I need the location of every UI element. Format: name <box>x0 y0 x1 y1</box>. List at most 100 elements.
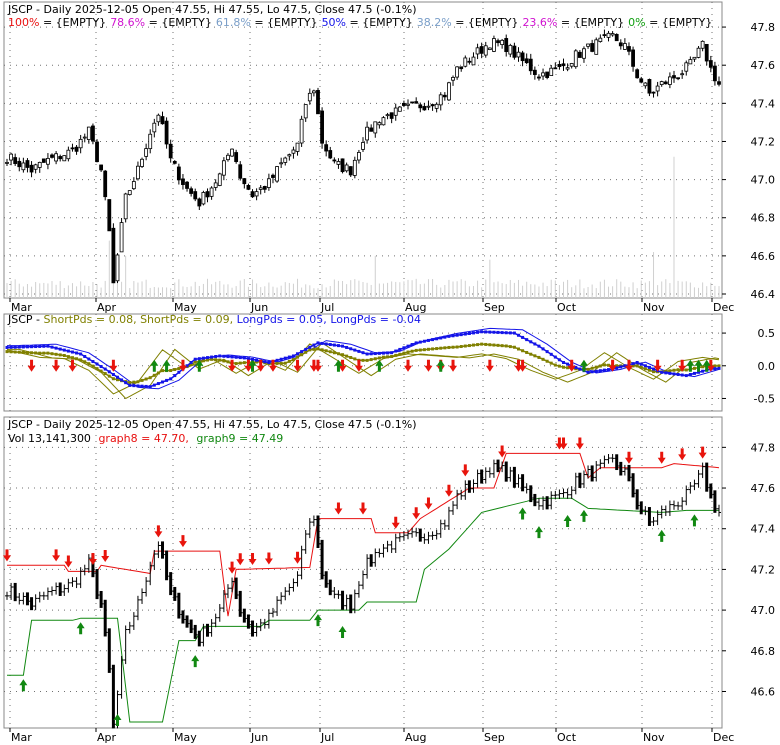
price-candle-body <box>279 162 284 165</box>
longpds-dotted-line-dot <box>316 341 320 345</box>
signal-x-label: Mar <box>11 731 32 744</box>
price-candle-body <box>680 73 685 76</box>
sell-arrow <box>608 359 617 372</box>
shortpds-dotted-line-dot <box>144 377 148 381</box>
longpds-dotted-line-dot <box>291 354 295 358</box>
longpds-dotted-line-dot <box>533 342 537 346</box>
price-candle-body <box>352 159 357 176</box>
shortpds-dotted-line-dot <box>631 364 635 368</box>
shortpds-dotted-line-dot <box>103 372 107 376</box>
price-candle-body <box>537 76 541 79</box>
shortpds-dotted-line-dot <box>115 378 119 382</box>
shortpds-dotted-line-dot <box>635 364 639 368</box>
shortpds-dotted-line-dot <box>435 347 439 351</box>
price-candle-body <box>217 173 222 186</box>
signal-panel-arrows <box>3 437 707 726</box>
longpds-dotted-line-dot <box>144 384 148 388</box>
price-candle-body <box>50 154 54 158</box>
price-x-label: Oct <box>557 301 577 314</box>
longpds-dotted-line-dot <box>381 351 385 355</box>
price-candle-body <box>172 160 177 164</box>
price-candle-body <box>557 64 562 67</box>
shortpds-dotted-line-dot <box>132 380 136 384</box>
longpds-dotted-line-dot <box>676 372 680 376</box>
longpds-dotted-line-dot <box>357 349 361 353</box>
shortpds-dotted-line-dot <box>353 357 357 361</box>
price-x-label: May <box>174 301 197 314</box>
shortpds-dotted-line-dot <box>111 377 115 381</box>
shortpds-dotted-line-dot <box>381 355 385 359</box>
shortpds-dotted-line-dot <box>312 347 316 351</box>
shortpds-dotted-line-dot <box>136 380 140 384</box>
price-x-label: Mar <box>11 301 32 314</box>
price-candle-body <box>492 38 496 52</box>
shortpds-dotted-line-dot <box>75 357 79 361</box>
longpds-dotted-line-dot <box>435 337 439 341</box>
shortpds-dotted-line-dot <box>566 366 570 370</box>
sell-arrow <box>268 359 277 372</box>
longpds-dotted-line-dot <box>79 352 83 356</box>
price-candle-body <box>164 120 169 145</box>
price-candle-body <box>524 58 529 64</box>
longpds-dotted-line-dot <box>13 345 17 349</box>
oscillator-legend-item: LongPds = -0.04 <box>330 313 421 326</box>
longpds-dotted-line-dot <box>516 333 520 337</box>
price-x-label: Dec <box>713 301 734 314</box>
buy-arrow <box>436 359 445 372</box>
shortpds-dotted-line-dot <box>79 358 83 362</box>
buy-arrow <box>702 359 711 372</box>
shortpds-dotted-line-dot <box>287 359 291 363</box>
price-candle-body <box>504 38 509 53</box>
price-candle-body <box>295 142 300 152</box>
price-candle-body <box>127 190 132 195</box>
longpds-dotted-line-dot <box>545 350 549 354</box>
longpds-dotted-line-dot <box>521 335 525 339</box>
shortpds-dotted-line-dot <box>647 368 651 372</box>
longpds-dotted-line-dot <box>312 343 316 347</box>
price-candle-body <box>205 191 210 198</box>
longpds-dotted-line-dot <box>471 331 475 335</box>
price-candle-body <box>389 112 394 119</box>
buy-arrow <box>686 359 695 372</box>
price-candle-body <box>29 164 34 173</box>
price-candle-body <box>160 116 165 125</box>
fib-label: 61.8% <box>216 16 251 29</box>
shortpds-dotted-line-dot <box>414 348 418 352</box>
longpds-dotted-line-dot <box>451 334 455 338</box>
longpds-dotted-line-dot <box>488 330 492 334</box>
price-panel-grid <box>4 2 722 298</box>
sell-arrow <box>678 359 687 372</box>
price-candle-body <box>266 178 271 188</box>
signal-x-label: Sep <box>484 731 505 744</box>
sell-arrow <box>698 446 707 459</box>
longpds-dotted-line-dot <box>345 345 349 349</box>
fib-value: = {EMPTY} <box>557 16 624 29</box>
longpds-dotted-line-dot <box>160 380 164 384</box>
shortpds-dotted-line-dot <box>488 343 492 347</box>
longpds-dotted-line-dot <box>684 374 688 378</box>
sell-arrow <box>624 451 633 464</box>
longpds-dotted-line-dot <box>91 360 95 364</box>
price-candle-body <box>455 66 460 78</box>
longpds-dotted-line-dot <box>128 383 132 387</box>
buy-arrow <box>563 515 572 528</box>
price-candle-body <box>369 127 374 132</box>
longpds-dotted-line-dot <box>336 344 340 348</box>
longpds-dotted-line-dot <box>557 358 561 362</box>
shortpds-dotted-line-dot <box>692 366 696 370</box>
sell-arrow <box>575 437 584 450</box>
longpds-dotted-line-dot <box>394 349 398 353</box>
shortpds-dotted-line-dot <box>30 351 34 355</box>
price-candle-body <box>385 114 390 117</box>
longpds-dotted-line-dot <box>369 352 373 356</box>
longpds-dotted-line-dot <box>431 338 435 342</box>
buy-arrow <box>162 359 171 372</box>
shortpds-dotted-line-dot <box>160 369 164 373</box>
shortpds-dotted-line-dot <box>377 356 381 360</box>
longpds-dotted-line-dot <box>541 347 545 351</box>
shortpds-dotted-line-dot <box>238 361 242 365</box>
price-candle-body <box>242 178 247 185</box>
price-candle-body <box>565 67 570 70</box>
shortpds-dotted-line-dot <box>394 353 398 357</box>
signal-x-label: Dec <box>713 731 734 744</box>
